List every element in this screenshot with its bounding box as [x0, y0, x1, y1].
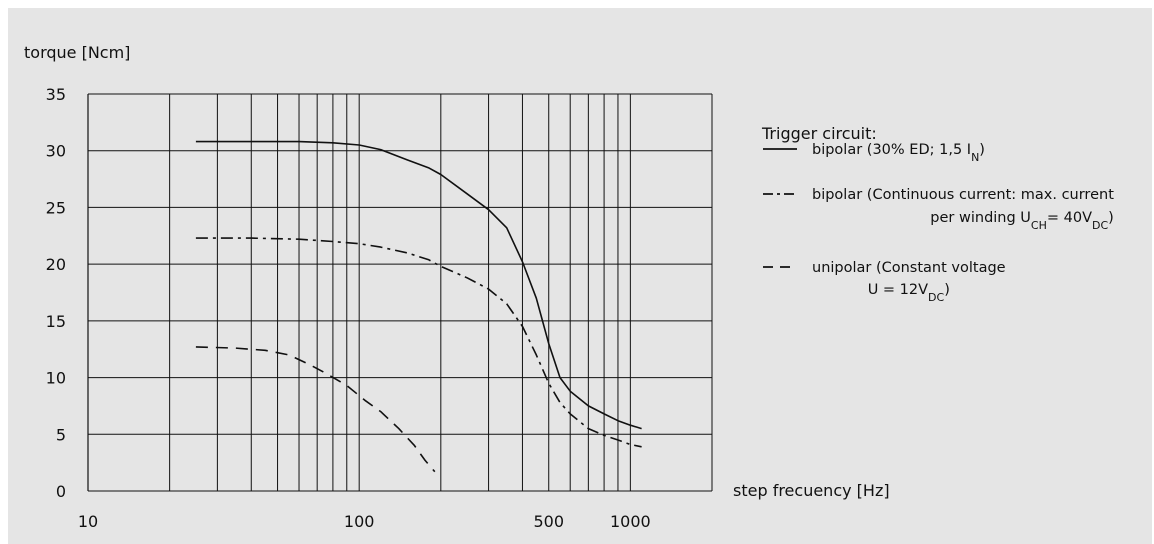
legend-label-3: unipolar (Constant voltage: [812, 260, 1006, 276]
y-axis-label: torque [Ncm]: [24, 43, 130, 62]
y-tick-label: 15: [46, 312, 66, 331]
chart-panel: [8, 8, 1152, 544]
axes: 0 5 10 15 20 25 30 35 10 100 500 1000: [46, 85, 651, 531]
grid: [88, 93, 713, 492]
legend-title: Trigger circuit:: [761, 124, 877, 143]
legend: Trigger circuit: bipolar (30% ED; 1,5 IN…: [761, 124, 1114, 304]
x-tick-label: 10: [78, 512, 98, 531]
series: [195, 140, 642, 473]
y-tick-label: 5: [56, 425, 66, 444]
series-line-1: [195, 140, 642, 430]
x-axis-label: step frecuency [Hz]: [733, 481, 890, 500]
series-line-3: [195, 346, 436, 473]
y-tick-label: 25: [46, 198, 66, 217]
y-tick-label: 30: [46, 142, 66, 161]
legend-label-2-cont: per winding UCH= 40VDC): [930, 210, 1114, 232]
x-tick-label: 1000: [610, 512, 651, 531]
legend-label-1: bipolar (30% ED; 1,5 IN): [812, 142, 985, 164]
y-tick-label: 0: [56, 482, 66, 501]
x-tick-label: 500: [533, 512, 564, 531]
x-tick-label: 100: [344, 512, 375, 531]
legend-label-2: bipolar (Continuous current: max. curren…: [812, 187, 1114, 203]
labels: torque [Ncm] step frecuency [Hz]: [24, 43, 890, 500]
y-tick-label: 20: [46, 255, 66, 274]
series-line-2: [195, 237, 642, 448]
y-tick-label: 10: [46, 369, 66, 388]
y-tick-label: 35: [46, 85, 66, 104]
legend-label-3-cont: U = 12VDC): [868, 282, 950, 304]
